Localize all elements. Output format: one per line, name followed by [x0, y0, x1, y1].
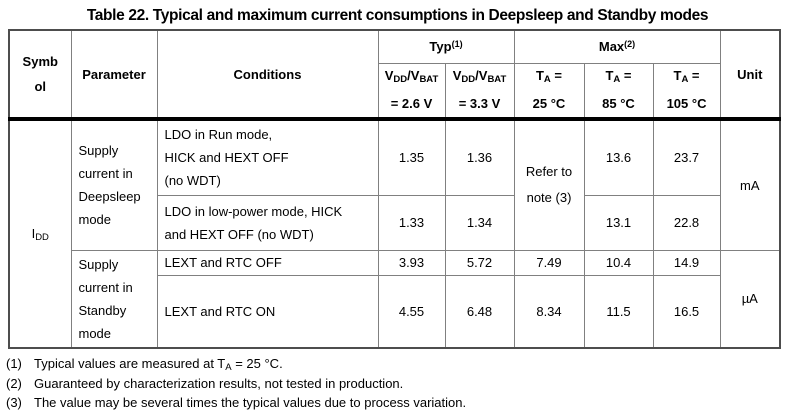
- unit-cell-ma: mA: [719, 117, 781, 251]
- ta-sub: A: [613, 74, 621, 86]
- max-105c-value: 22.8: [652, 194, 721, 251]
- parameter-standby: Supply current in Standby mode: [70, 249, 158, 349]
- col-header-symbol-label: Symb ol: [22, 54, 58, 94]
- footnote-text-sub: A: [225, 362, 232, 373]
- max-25c-value: 7.49: [513, 249, 585, 276]
- ta-sub: A: [681, 74, 689, 86]
- ta-105c-line1: TA =: [654, 64, 720, 92]
- footnote-2: (2) Guaranteed by characterization resul…: [6, 376, 795, 396]
- vdd-3v3-line2: = 3.3 V: [458, 96, 501, 112]
- footnote-text: Guaranteed by characterization results, …: [34, 376, 795, 396]
- max-105c-value: 14.9: [652, 249, 721, 276]
- footnote-text-pre: The value may be several times the typic…: [34, 395, 467, 411]
- unit-cell-ua: µA: [719, 249, 781, 349]
- vdd-sub: DD: [461, 74, 476, 86]
- ta-eq: =: [550, 68, 563, 84]
- footnote-number: (2): [6, 375, 22, 391]
- vdd-3v3-line1: VDD/VBAT: [446, 64, 514, 92]
- col-header-vdd-3v3: VDD/VBAT = 3.3 V: [444, 62, 515, 121]
- typ-label: Typ: [429, 39, 452, 55]
- ta-105c-line2: 105 °C: [666, 96, 707, 112]
- header-row-subcols: VDD/VBAT = 2.6 V VDD/VBAT = 3.3 V TA = 2…: [9, 62, 780, 121]
- col-header-ta-105c: TA = 105 °C: [652, 62, 721, 121]
- typ-2v6-value: 1.33: [377, 194, 446, 251]
- max-25c-value: 8.34: [513, 274, 585, 349]
- table-row: LDO in low-power mode, HICK and HEXT OFF…: [9, 194, 780, 251]
- ta-25c-line2: 25 °C: [532, 96, 566, 112]
- ta-85c-line2: 85 °C: [602, 96, 635, 112]
- idd-sub: DD: [35, 231, 49, 243]
- condition-cell: LDO in Run mode, HICK and HEXT OFF (no W…: [156, 117, 379, 196]
- condition-cell: LDO in low-power mode, HICK and HEXT OFF…: [156, 194, 379, 251]
- footnote-text-pre: Typical values are measured at T: [34, 356, 226, 371]
- typ-2v6-value: 3.93: [377, 249, 446, 276]
- col-header-unit: Unit: [719, 29, 781, 121]
- footnote-number: (1): [6, 356, 22, 371]
- col-header-conditions: Conditions: [156, 29, 379, 121]
- ta-eq: =: [688, 68, 700, 84]
- max-85c-value: 13.1: [583, 194, 654, 251]
- max-label: Max: [598, 39, 625, 55]
- ta-t: T: [605, 68, 614, 84]
- typ-2v6-value: 4.55: [377, 274, 446, 349]
- typ-footnote-ref: (1): [451, 39, 463, 50]
- symbol-cell-idd: IDD: [8, 117, 72, 349]
- vbat-v: /V: [407, 68, 420, 84]
- footnote-text: The value may be several times the typic…: [34, 395, 795, 415]
- typ-3v3-value: 1.34: [444, 194, 515, 251]
- current-consumption-table: Symb ol Parameter Conditions Typ(1) Max(…: [8, 29, 782, 349]
- typ-3v3-value: 1.36: [444, 117, 515, 196]
- idd-base: I: [31, 225, 36, 241]
- ta-eq: =: [620, 68, 632, 84]
- vbat-v: /V: [475, 68, 488, 84]
- vdd-v: V: [452, 68, 462, 84]
- col-header-parameter: Parameter: [70, 29, 158, 121]
- col-header-ta-25c: TA = 25 °C: [513, 62, 585, 121]
- footnote-text: Typical values are measured at TA = 25 °…: [34, 356, 795, 376]
- col-group-max: Max(2): [513, 29, 721, 64]
- ta-sub: A: [543, 74, 551, 86]
- ta-85c-line1: TA =: [585, 64, 653, 92]
- table-row: LEXT and RTC ON 4.55 6.48 8.34 11.5 16.5: [9, 274, 780, 349]
- header-row-groups: Symb ol Parameter Conditions Typ(1) Max(…: [8, 29, 781, 121]
- vbat-sub: BAT: [419, 74, 439, 86]
- footnotes: (1) Typical values are measured at TA = …: [6, 356, 795, 415]
- max-25c-refer-note: Refer to note (3): [513, 117, 585, 251]
- table-title: Table 22. Typical and maximum current co…: [86, 7, 709, 24]
- table-row: IDD Supply current in Deepsleep mode LDO…: [8, 117, 781, 349]
- vdd-v: V: [384, 68, 394, 84]
- max-105c-value: 23.7: [652, 117, 721, 196]
- ta-t: T: [673, 68, 682, 84]
- max-85c-value: 11.5: [583, 274, 654, 349]
- condition-cell: LEXT and RTC OFF: [156, 249, 379, 276]
- col-header-symbol: Symb ol: [8, 29, 72, 121]
- vdd-sub: DD: [393, 74, 408, 86]
- col-header-ta-85c: TA = 85 °C: [583, 62, 654, 121]
- typ-3v3-value: 5.72: [444, 249, 515, 276]
- vdd-2v6-line2: = 2.6 V: [390, 96, 433, 112]
- vdd-2v6-line1: VDD/VBAT: [379, 64, 445, 92]
- table-row: Supply current in Standby mode LEXT and …: [9, 249, 781, 349]
- max-85c-value: 10.4: [583, 249, 654, 276]
- footnote-text-post: = 25 °C.: [231, 356, 283, 371]
- parameter-deepsleep: Supply current in Deepsleep mode: [70, 117, 158, 251]
- max-85c-value: 13.6: [583, 117, 654, 196]
- typ-2v6-value: 1.35: [377, 117, 446, 196]
- ta-25c-line1: TA =: [515, 64, 584, 92]
- footnote-3: (3) The value may be several times the t…: [6, 395, 795, 415]
- vbat-sub: BAT: [487, 74, 507, 86]
- ta-t: T: [535, 68, 544, 84]
- typ-3v3-value: 6.48: [444, 274, 515, 349]
- max-105c-value: 16.5: [652, 274, 721, 349]
- max-footnote-ref: (2): [624, 39, 636, 50]
- footnote-number: (3): [6, 395, 22, 411]
- condition-cell: LEXT and RTC ON: [156, 274, 379, 349]
- footnote-text-pre: Guaranteed by characterization results, …: [34, 375, 404, 391]
- col-header-vdd-2v6: VDD/VBAT = 2.6 V: [377, 62, 446, 121]
- col-group-typ: Typ(1): [377, 29, 515, 64]
- footnote-1: (1) Typical values are measured at TA = …: [6, 356, 795, 376]
